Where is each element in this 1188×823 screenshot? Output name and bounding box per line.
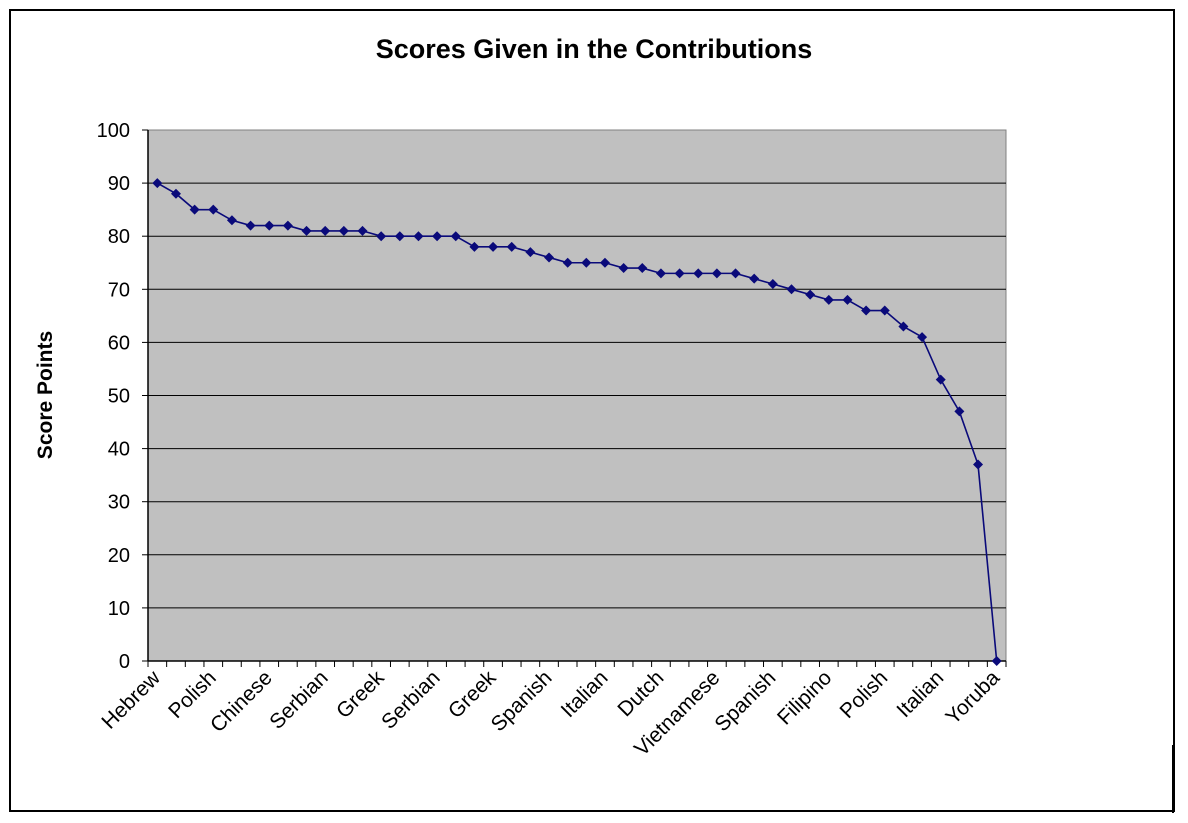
- data-point: [282, 220, 293, 231]
- y-tick-label: 80: [108, 226, 130, 248]
- x-tick-label: Spanish: [710, 666, 780, 736]
- data-point: [208, 204, 219, 215]
- y-tick-label: 30: [108, 492, 130, 514]
- y-tick-label: 90: [108, 173, 130, 195]
- data-point: [544, 252, 555, 263]
- data-point: [245, 220, 256, 231]
- data-point: [599, 257, 610, 268]
- x-tick-label: Polish: [836, 666, 893, 723]
- data-point: [767, 278, 778, 289]
- data-point: [917, 332, 928, 343]
- data-point: [991, 656, 1002, 666]
- y-tick-label: 100: [97, 120, 130, 142]
- data-point: [450, 231, 461, 242]
- data-point: [320, 225, 331, 236]
- data-point: [898, 321, 909, 332]
- data-point: [786, 284, 797, 295]
- data-point: [805, 289, 816, 300]
- y-tick-label: 40: [108, 439, 130, 461]
- data-point: [152, 178, 163, 189]
- data-point: [469, 241, 480, 252]
- y-tick-label: 50: [108, 386, 130, 408]
- data-point: [394, 231, 405, 242]
- y-tick-label: 20: [108, 545, 130, 567]
- data-point: [749, 273, 760, 284]
- data-point: [637, 263, 648, 274]
- x-tick-label: Italian: [892, 666, 948, 722]
- chart-title: Scores Given in the Contributions: [375, 34, 813, 64]
- frame-edge-line: [1172, 745, 1174, 813]
- data-point: [693, 268, 704, 279]
- data-point: [413, 231, 424, 242]
- x-tick-label: Serbian: [377, 666, 444, 733]
- y-tick-label: 70: [108, 279, 130, 301]
- data-point: [562, 257, 573, 268]
- data-point: [189, 204, 200, 215]
- data-point: [357, 225, 368, 236]
- data-point: [655, 268, 666, 279]
- data-point: [879, 305, 890, 316]
- data-point: [954, 406, 965, 417]
- y-tick-label: 60: [108, 332, 130, 354]
- data-point: [935, 374, 946, 385]
- data-point: [226, 215, 237, 226]
- series-line: [156, 182, 998, 662]
- data-point: [506, 241, 517, 252]
- x-tick-label: Chinese: [206, 666, 277, 737]
- data-point: [581, 257, 592, 268]
- x-tick-label: Italian: [557, 666, 613, 722]
- y-tick-label: 10: [108, 598, 130, 620]
- data-point: [432, 231, 443, 242]
- data-point: [674, 268, 685, 279]
- data-point: [488, 241, 499, 252]
- data-point: [170, 188, 181, 199]
- x-tick-label: Hebrew: [97, 666, 165, 734]
- data-point: [823, 294, 834, 305]
- y-tick-label: 0: [119, 651, 130, 673]
- data-point: [264, 220, 275, 231]
- data-point: [525, 247, 536, 258]
- data-point: [618, 263, 629, 274]
- data-point: [376, 231, 387, 242]
- data-point: [973, 459, 984, 470]
- x-tick-label: Yoruba: [941, 666, 1004, 729]
- data-point: [711, 268, 722, 279]
- x-tick-label: Serbian: [265, 666, 332, 733]
- x-tick-label: Spanish: [487, 666, 557, 736]
- data-point: [730, 268, 741, 279]
- data-point: [842, 294, 853, 305]
- data-point: [301, 225, 312, 236]
- data-point: [338, 225, 349, 236]
- data-point: [861, 305, 872, 316]
- x-tick-label: Filipino: [773, 666, 836, 729]
